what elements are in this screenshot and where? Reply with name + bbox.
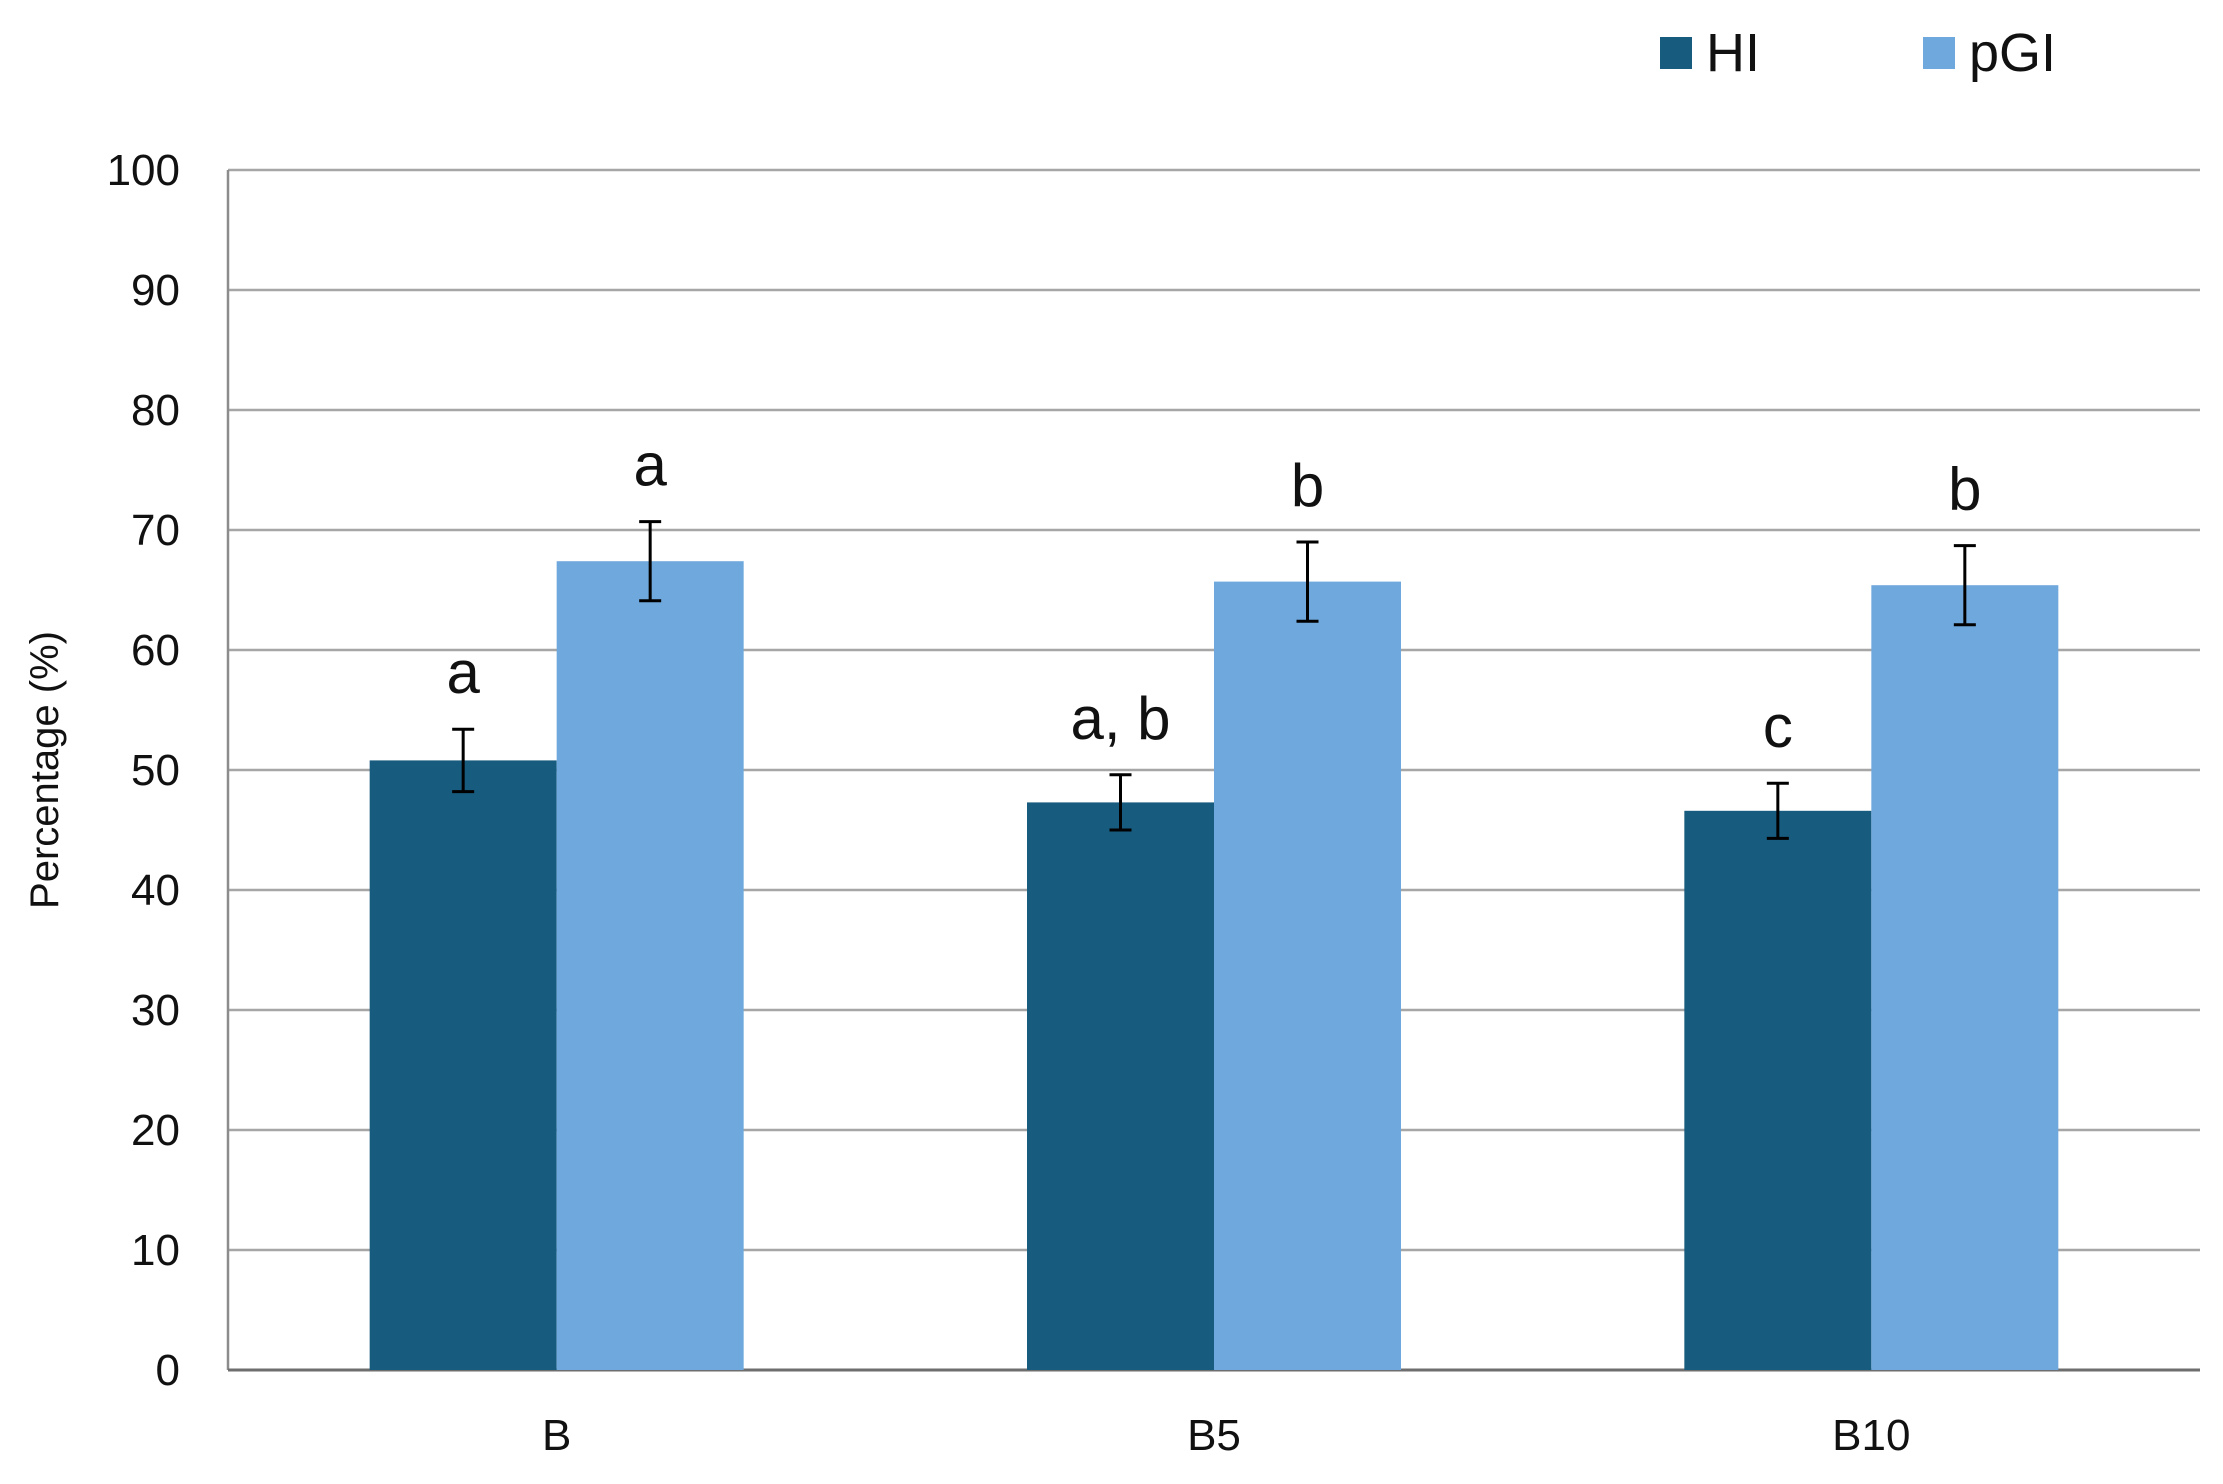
data-label-HI-B10: c: [1763, 693, 1793, 760]
bar-HI-B5: [1027, 802, 1214, 1370]
data-label-pGI-B10: b: [1948, 456, 1981, 523]
y-tick-label-80: 80: [131, 386, 180, 435]
error-bar-HI-B5: [1109, 773, 1132, 832]
error-bar-HI-B10: [1766, 781, 1789, 840]
bar-pGI-B5: [1214, 581, 1401, 1370]
bars: [369, 561, 2059, 1370]
legend: HI pGI: [1660, 23, 2056, 83]
data-label-pGI-B5: b: [1291, 452, 1324, 519]
error-bar-pGI-B5: [1296, 540, 1319, 623]
y-tick-label-10: 10: [131, 1226, 180, 1275]
y-tick-label-0: 0: [156, 1346, 180, 1395]
error-bars: [452, 520, 1976, 840]
x-tick-label-B5: B5: [1187, 1411, 1241, 1460]
y-tick-label-60: 60: [131, 626, 180, 675]
legend-swatch-pGI: [1923, 37, 1955, 69]
data-label-HI-B: a: [446, 639, 480, 706]
y-tick-label-20: 20: [131, 1106, 180, 1155]
y-tick-label-30: 30: [131, 986, 180, 1035]
error-bar-HI-B: [452, 727, 475, 794]
y-tick-label-40: 40: [131, 866, 180, 915]
error-bar-pGI-B: [639, 520, 662, 603]
data-labels: a a a, b b c b: [446, 432, 1981, 761]
data-label-HI-B5: a, b: [1070, 685, 1170, 752]
y-tick-label-50: 50: [131, 746, 180, 795]
bar-HI-B10: [1684, 810, 1872, 1370]
bar-pGI-B: [556, 561, 744, 1370]
y-tick-label-100: 100: [107, 146, 180, 195]
y-tick-label-70: 70: [131, 506, 180, 555]
y-tick-label-90: 90: [131, 266, 180, 315]
y-axis-label: Percentage (%): [23, 631, 67, 909]
data-label-pGI-B: a: [633, 432, 667, 499]
legend-label-HI: HI: [1706, 23, 1760, 83]
legend-swatch-HI: [1660, 37, 1692, 69]
legend-item-pGI: pGI: [1923, 23, 2056, 83]
legend-item-HI: HI: [1660, 23, 1760, 83]
x-tick-label-B10: B10: [1832, 1411, 1910, 1460]
bar-HI-B: [369, 760, 557, 1370]
x-tick-label-B: B: [542, 1411, 571, 1460]
legend-label-pGI: pGI: [1969, 23, 2056, 83]
bar-pGI-B10: [1871, 585, 2059, 1370]
error-bar-pGI-B10: [1953, 544, 1976, 627]
